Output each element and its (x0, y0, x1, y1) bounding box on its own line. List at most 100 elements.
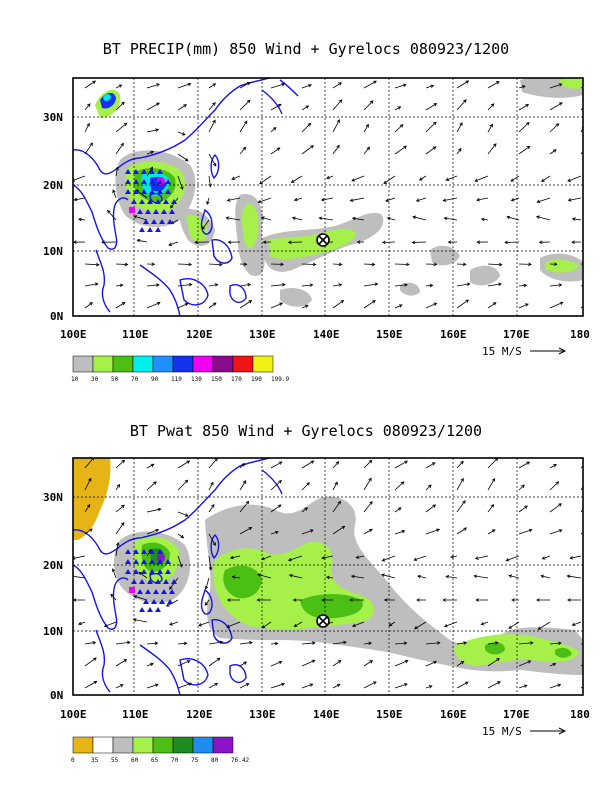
wind-vector (363, 100, 374, 111)
wind-vector (226, 621, 241, 628)
wind-vector (208, 83, 216, 89)
wind-vector (332, 82, 342, 89)
wind-vector (168, 241, 179, 246)
wind-vector-head (272, 126, 277, 131)
storm-triangle (149, 189, 155, 194)
wind-vector-head (351, 216, 356, 221)
wind-vector (476, 197, 489, 201)
wind-vector-head (280, 262, 284, 267)
wind-vector-head (473, 574, 478, 579)
wind-vector (84, 123, 90, 133)
wind-vector-head (293, 197, 298, 202)
wind-vector (572, 218, 582, 221)
panel1-lat-10n: 10N (43, 245, 63, 258)
wind-vector-head (150, 463, 155, 468)
wind-vector (425, 504, 436, 513)
wind-vector-head (474, 178, 479, 182)
wind-vector-head (277, 103, 282, 108)
wind-vector-head (156, 283, 160, 287)
storm-triangle (149, 549, 155, 554)
wind-vector-head (312, 262, 317, 267)
wind-vector (301, 84, 312, 89)
wind-vector (487, 124, 493, 133)
wind-vector-head (188, 262, 193, 267)
wind-vector-head (476, 197, 480, 202)
wind-vector (115, 459, 125, 469)
wind-vector (84, 642, 96, 645)
wind-vector (261, 555, 272, 560)
wind-vector (115, 263, 128, 265)
wind-vector-head (92, 641, 97, 645)
wind-vector (444, 621, 458, 627)
wind-vector-head (525, 303, 529, 307)
wind-vector (133, 619, 148, 623)
wind-vector-head (101, 240, 105, 245)
wind-vector (239, 661, 247, 667)
wind-vector-head (504, 240, 508, 245)
wind-vector-head (89, 142, 93, 147)
colorbar-label: 65 (151, 757, 159, 764)
wind-vector-head (156, 83, 160, 87)
wind-vector (146, 151, 154, 155)
wind-vector (115, 284, 123, 287)
wind-vector-head (591, 263, 594, 266)
wind-vector (84, 528, 93, 535)
wind-vector (208, 458, 218, 469)
wind-vector-head (465, 80, 470, 84)
wind-vector (146, 129, 159, 133)
colorbar-swatch (152, 355, 174, 373)
wind-vector-head (536, 199, 541, 204)
wind-vector-head (493, 143, 497, 147)
wind-vector-head (212, 302, 217, 306)
wind-vector-head (462, 262, 467, 267)
wind-vector-head (418, 177, 423, 181)
wind-vector (475, 555, 489, 560)
wind-vector-head (123, 122, 128, 127)
wind-vector-head (188, 682, 192, 686)
storm-triangle (169, 209, 175, 214)
wind-vector (394, 145, 407, 155)
wind-vector-head (433, 302, 438, 306)
storm-triangle (157, 189, 163, 194)
wind-vector-head (247, 283, 252, 287)
wind-vector (270, 461, 283, 469)
wind-vector-head (462, 500, 466, 504)
wind-vector (177, 660, 190, 667)
wind-vector-head (154, 683, 159, 687)
wind-vector-head (381, 558, 386, 562)
wind-vector-head (476, 240, 481, 244)
wind-vector (177, 642, 187, 645)
wind-vector (146, 549, 152, 557)
wind-vector (239, 300, 252, 309)
wind-vector (146, 642, 158, 645)
wind-vector-head (401, 529, 406, 534)
wind-vector-head (459, 122, 463, 126)
wind-vector (177, 83, 191, 89)
wind-vector-head (553, 262, 558, 266)
wind-vector (204, 599, 210, 606)
storm-triangle (155, 579, 161, 584)
colorbar-swatch (172, 355, 194, 373)
wind-vector (239, 501, 250, 513)
wind-vector-head (445, 574, 450, 579)
wind-vector-head (443, 624, 448, 628)
wind-vector (112, 568, 117, 579)
colorbar-label: 170 (231, 376, 242, 383)
wind-vector-head (214, 283, 219, 287)
wind-vector (146, 166, 153, 177)
wind-vector (146, 83, 160, 89)
wind-vector-head (383, 598, 388, 602)
wind-vector-head (219, 640, 224, 645)
wind-vector (239, 82, 251, 89)
storm-triangle (169, 589, 175, 594)
wind-vector-head (460, 660, 465, 665)
wind-vector-head (133, 595, 138, 599)
wind-vector-head (288, 573, 293, 578)
wind-vector (570, 555, 582, 559)
wind-vector (261, 216, 272, 221)
wind-vector (177, 131, 186, 136)
wind-vector (580, 485, 583, 491)
wind-vector-head (124, 262, 129, 267)
wind-vector-head (245, 683, 250, 687)
wind-vector-head (245, 500, 250, 505)
